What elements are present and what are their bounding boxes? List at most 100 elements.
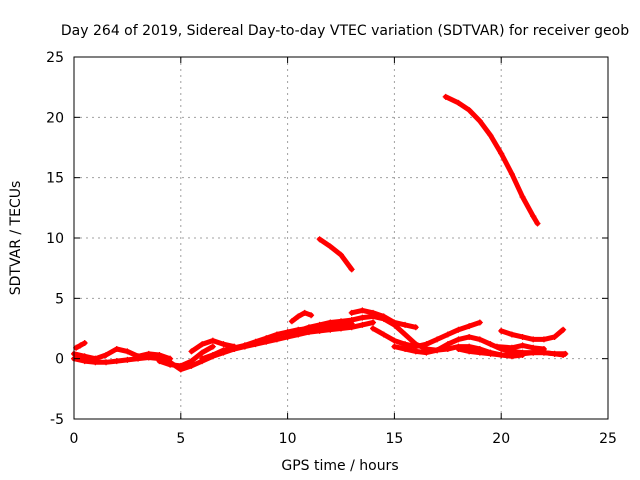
grid <box>74 57 608 419</box>
data-point-arc-17-4 <box>487 132 494 139</box>
series-arc-2 <box>71 346 173 362</box>
data-point-arc-1-5 <box>124 356 131 363</box>
data-point-arc-11-5 <box>423 341 430 348</box>
data-point-arc-8-0 <box>284 331 291 338</box>
data-point-arc-7-1 <box>241 343 248 350</box>
data-point-arc-14-2 <box>519 333 526 340</box>
y-tick-label-1: 0 <box>55 352 64 368</box>
data-point-arc-16-2 <box>338 251 344 258</box>
data-point-arc-16-1 <box>327 243 334 250</box>
data-point-arc-14-5 <box>551 333 558 340</box>
data-point-arc-4-2 <box>177 362 184 369</box>
data-point-arc-4-1 <box>167 361 174 368</box>
data-point-arc-11-7 <box>444 331 451 338</box>
data-point-arc-7-12 <box>359 321 366 328</box>
data-point-arc-10-4 <box>391 319 398 326</box>
data-point-arc-12-3 <box>423 349 430 356</box>
data-point-arc-14-3 <box>530 336 537 343</box>
data-point-arc-13-0 <box>455 346 462 353</box>
data-point-arc-14-6 <box>560 326 567 333</box>
data-point-arc-3-1 <box>77 342 84 349</box>
data-point-arc-13-3 <box>487 350 494 357</box>
data-point-arc-8-4 <box>327 319 334 326</box>
data-point-arc-17-0 <box>442 93 449 100</box>
data-point-arc-10-5 <box>402 321 409 328</box>
x-axis-label: GPS time / hours <box>281 458 398 474</box>
y-tick-label-6: 25 <box>46 50 64 66</box>
data-point-arc-7-9 <box>327 326 334 333</box>
data-point-arc-8-7 <box>359 314 366 321</box>
data-point-arc-7-13 <box>370 319 377 326</box>
data-point-arc-7-4 <box>273 336 280 343</box>
data-point-arc-3-2 <box>81 339 88 346</box>
data-point-arc-7-3 <box>263 338 270 345</box>
data-point-arc-11-0 <box>370 325 377 332</box>
data-point-arc-7-11 <box>348 324 355 331</box>
y-tick-label-4: 15 <box>46 171 64 187</box>
data-point-arc-4-4 <box>199 349 206 356</box>
data-point-arc-13-5 <box>508 352 515 359</box>
data-point-arc-10-6 <box>412 324 419 331</box>
data-point-arc-6-2 <box>220 347 227 354</box>
y-tick-label-2: 5 <box>55 291 64 307</box>
data-point-arc-11-2 <box>391 337 398 344</box>
data-point-arc-13-6 <box>519 350 526 357</box>
data-point-arc-2-5 <box>124 348 131 355</box>
data-point-arc-12-8 <box>476 336 483 343</box>
data-series <box>71 93 569 373</box>
data-point-arc-10-0 <box>348 309 355 316</box>
data-point-arc-11-6 <box>434 336 441 343</box>
data-point-arc-11-8 <box>455 326 462 333</box>
data-point-arc-6-0 <box>199 355 206 362</box>
data-point-arc-10-1 <box>359 307 366 314</box>
data-point-arc-6-1 <box>209 352 216 359</box>
data-point-arc-4-5 <box>209 343 216 350</box>
data-point-arc-1-3 <box>103 359 110 366</box>
y-axis-ticks: -5 0 5 10 15 20 25 <box>46 50 608 428</box>
x-tick-label-5: 25 <box>599 431 617 447</box>
data-point-arc-13-10 <box>562 350 569 357</box>
data-point-arc-16-0 <box>316 236 323 243</box>
data-point-arc-15-3 <box>530 344 537 351</box>
data-point-arc-17-7 <box>519 193 526 200</box>
data-point-arc-15-1 <box>508 344 515 351</box>
data-point-arc-17-5 <box>498 150 505 157</box>
y-tick-label-3: 10 <box>46 231 64 247</box>
data-point-arc-17-2 <box>466 107 473 114</box>
data-point-arc-14-4 <box>540 336 547 343</box>
data-point-arc-2-2 <box>92 355 99 362</box>
data-point-arc-8-11 <box>402 331 409 338</box>
data-point-arc-7-8 <box>316 327 323 334</box>
data-point-arc-5-3 <box>220 341 227 348</box>
y-axis-label: SDTVAR / TECUs <box>8 181 24 296</box>
data-point-arc-12-2 <box>412 348 419 355</box>
data-point-arc-9-2 <box>301 309 308 316</box>
data-point-arc-5-0 <box>188 348 195 355</box>
y-tick-label-5: 20 <box>46 110 64 126</box>
data-point-arc-13-1 <box>466 348 473 355</box>
data-point-arc-9-3 <box>308 312 315 319</box>
data-point-arc-8-5 <box>338 318 344 325</box>
x-tick-label-4: 20 <box>492 431 510 447</box>
x-tick-label-2: 10 <box>279 431 297 447</box>
data-point-arc-15-4 <box>540 346 547 353</box>
data-point-arc-17-8 <box>530 213 537 220</box>
data-point-arc-9-1 <box>295 313 302 320</box>
data-point-arc-15-2 <box>519 342 526 349</box>
x-tick-label-0: 0 <box>70 431 79 447</box>
data-point-arc-12-9 <box>487 341 494 348</box>
data-point-arc-14-1 <box>508 331 515 338</box>
data-point-arc-10-3 <box>380 313 387 320</box>
data-point-arc-2-9 <box>167 355 174 362</box>
data-point-arc-1-4 <box>113 358 120 365</box>
data-point-arc-7-2 <box>252 341 259 348</box>
data-point-arc-11-9 <box>466 323 473 330</box>
data-point-arc-12-4 <box>434 347 441 354</box>
chart-title: Day 264 of 2019, Sidereal Day-to-day VTE… <box>61 23 629 39</box>
data-point-arc-16-3 <box>348 266 355 273</box>
data-point-arc-4-3 <box>188 358 195 365</box>
data-point-arc-2-1 <box>81 353 88 360</box>
series-arc-16 <box>317 236 355 272</box>
data-point-arc-14-0 <box>498 327 505 334</box>
